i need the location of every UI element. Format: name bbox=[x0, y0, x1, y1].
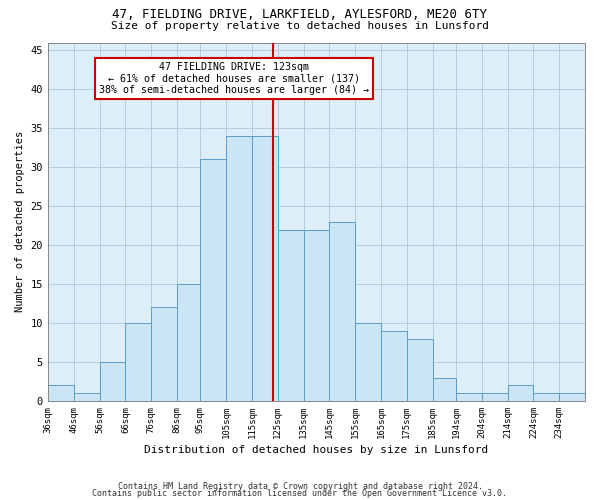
Bar bbox=[407, 338, 433, 401]
Text: Contains HM Land Registry data © Crown copyright and database right 2024.: Contains HM Land Registry data © Crown c… bbox=[118, 482, 482, 491]
Bar bbox=[456, 393, 482, 401]
Bar bbox=[200, 160, 226, 401]
Bar bbox=[533, 393, 559, 401]
Bar bbox=[252, 136, 278, 401]
Bar bbox=[48, 386, 74, 401]
Bar bbox=[355, 323, 381, 401]
Bar bbox=[100, 362, 125, 401]
Bar bbox=[433, 378, 456, 401]
Bar bbox=[74, 393, 100, 401]
Bar bbox=[151, 308, 177, 401]
Bar bbox=[329, 222, 355, 401]
Bar bbox=[125, 323, 151, 401]
Bar bbox=[278, 230, 304, 401]
Bar bbox=[508, 386, 533, 401]
Text: 47, FIELDING DRIVE, LARKFIELD, AYLESFORD, ME20 6TY: 47, FIELDING DRIVE, LARKFIELD, AYLESFORD… bbox=[113, 8, 487, 20]
Bar bbox=[381, 331, 407, 401]
Text: Contains public sector information licensed under the Open Government Licence v3: Contains public sector information licen… bbox=[92, 489, 508, 498]
Bar bbox=[482, 393, 508, 401]
Bar bbox=[559, 393, 585, 401]
Text: Size of property relative to detached houses in Lunsford: Size of property relative to detached ho… bbox=[111, 21, 489, 31]
Bar bbox=[177, 284, 200, 401]
Y-axis label: Number of detached properties: Number of detached properties bbox=[15, 131, 25, 312]
Bar bbox=[304, 230, 329, 401]
X-axis label: Distribution of detached houses by size in Lunsford: Distribution of detached houses by size … bbox=[145, 445, 488, 455]
Bar bbox=[226, 136, 252, 401]
Text: 47 FIELDING DRIVE: 123sqm
← 61% of detached houses are smaller (137)
38% of semi: 47 FIELDING DRIVE: 123sqm ← 61% of detac… bbox=[99, 62, 369, 95]
